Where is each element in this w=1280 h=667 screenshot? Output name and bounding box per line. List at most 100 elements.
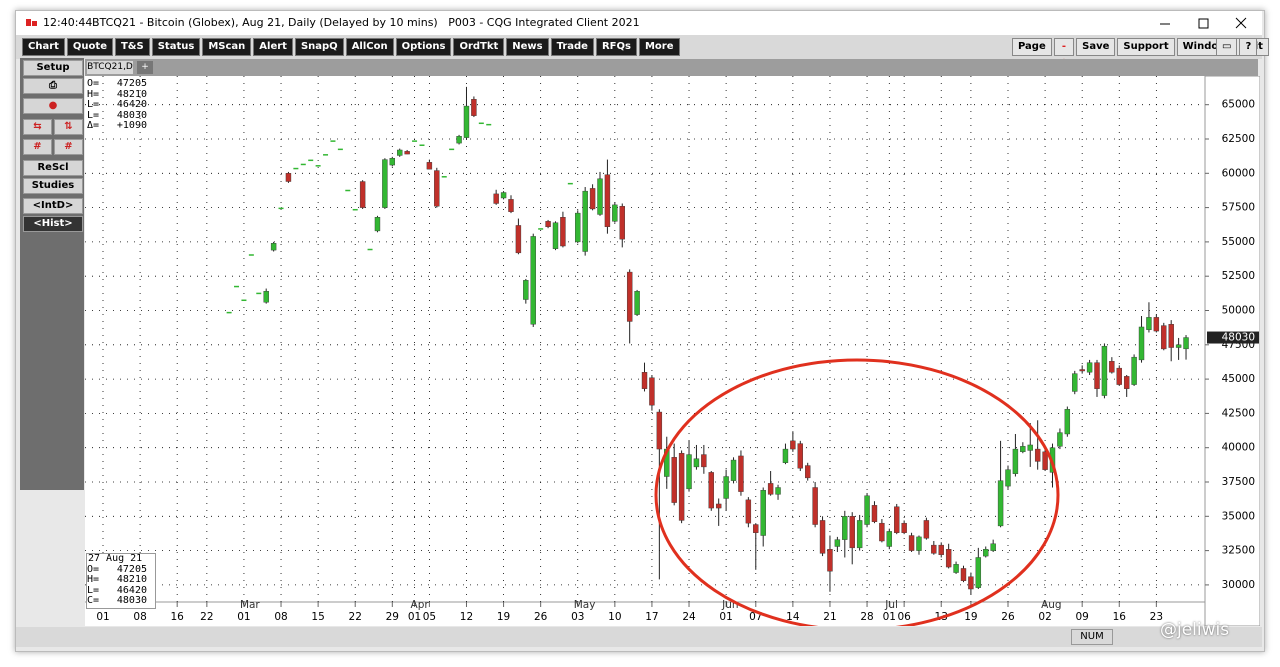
candle-body xyxy=(1042,451,1048,470)
x-tick-label: 06 xyxy=(897,611,911,623)
intraday-button[interactable]: <IntD> xyxy=(23,198,83,214)
icon-button[interactable]: ⇆ xyxy=(23,119,52,135)
menu-button[interactable]: Page xyxy=(1012,38,1052,56)
candle-body xyxy=(478,122,484,125)
restore-button[interactable]: ▭ xyxy=(1216,38,1238,56)
candle-body xyxy=(923,520,930,539)
rescale-button[interactable]: ReScl xyxy=(23,160,83,176)
window-controls[interactable] xyxy=(1156,16,1256,30)
candle-body xyxy=(1079,369,1085,372)
candle-body xyxy=(426,162,433,170)
watermark: @jeliwis xyxy=(1160,620,1230,640)
candle-body xyxy=(285,173,292,182)
menu-button[interactable]: Alert xyxy=(253,38,293,56)
last-price-box xyxy=(1207,331,1259,344)
candle-body xyxy=(337,148,343,151)
menu-button[interactable]: Quote xyxy=(66,38,113,56)
x-tick-label: 12 xyxy=(460,611,473,623)
candle-body xyxy=(315,165,321,167)
icon-button[interactable]: ⇅ xyxy=(54,119,83,135)
candle-body xyxy=(656,411,663,450)
icon-button[interactable]: # xyxy=(54,139,83,155)
x-tick-label: 01 xyxy=(96,611,109,623)
menu-button[interactable]: -+ xyxy=(1053,38,1075,68)
menu-button[interactable]: More xyxy=(638,38,680,56)
candle-body xyxy=(938,544,944,555)
x-tick-label: 24 xyxy=(682,611,696,623)
candle-body xyxy=(404,151,410,155)
side-panel: Setup ⎙ ● ⇆ ⇅ # # ReScl Studies <IntD> <… xyxy=(20,58,84,490)
x-tick-label: 28 xyxy=(860,611,873,623)
menu-button[interactable]: Save xyxy=(1076,38,1116,56)
info-label: L= xyxy=(87,109,100,121)
candle-body xyxy=(612,204,618,222)
candle-body xyxy=(1175,344,1182,348)
candle-body xyxy=(649,377,655,406)
menu-button[interactable]: AllCon xyxy=(345,38,394,56)
candle-body xyxy=(300,163,306,166)
chart-tab[interactable]: BTCQ21,D xyxy=(87,61,133,74)
candle-body xyxy=(945,549,952,568)
info-value: 46420 xyxy=(116,584,147,596)
menu-button[interactable]: Chart xyxy=(22,38,65,56)
candle-body xyxy=(545,221,551,228)
x-tick-label: 16 xyxy=(170,611,184,623)
menu-button[interactable]: SnapQ xyxy=(294,38,344,56)
info-row: L= 48030 xyxy=(87,109,147,122)
print-button[interactable]: ⎙ xyxy=(23,78,83,94)
menu-button[interactable]: Options xyxy=(395,38,452,56)
x-tick-label: 01 xyxy=(408,611,421,623)
icon-button[interactable]: # xyxy=(23,139,52,155)
menu-button[interactable]: MScan xyxy=(202,38,252,56)
num-lock: NUM xyxy=(1071,629,1113,645)
annotation-ellipse xyxy=(654,358,1060,626)
candle-body xyxy=(270,243,277,251)
currency-button[interactable]: ● xyxy=(23,98,83,114)
candle-body xyxy=(419,144,425,146)
candle-body xyxy=(686,454,692,490)
candle-body xyxy=(567,182,573,185)
candle-body xyxy=(975,557,982,588)
candle-body xyxy=(1086,362,1093,373)
menu-button[interactable]: Trade xyxy=(550,38,594,56)
candle-body xyxy=(767,483,774,495)
last-price-label: 48030 xyxy=(1222,332,1255,344)
candle-body xyxy=(359,181,366,208)
candle-body xyxy=(782,448,789,463)
menu-button[interactable]: T&S xyxy=(114,38,150,56)
history-button[interactable]: <Hist> xyxy=(23,216,83,232)
candle-body xyxy=(738,455,744,492)
menu-button[interactable]: Support xyxy=(1117,38,1175,56)
candle-body xyxy=(990,543,996,551)
candle-body xyxy=(619,206,625,240)
y-tick-label: 42500 xyxy=(1222,407,1255,419)
info-row: L= 46420 xyxy=(87,584,155,597)
candle-body xyxy=(715,503,722,509)
menu-button[interactable]: News xyxy=(506,38,549,56)
candle-body xyxy=(515,225,522,254)
menu-button[interactable]: RFQs xyxy=(595,38,637,56)
candle-body xyxy=(367,248,373,251)
x-tick-label: 19 xyxy=(497,611,510,623)
info-value: 46420 xyxy=(116,99,147,110)
info-label: L= xyxy=(87,99,100,110)
setup-button[interactable]: Setup xyxy=(23,60,83,76)
help-button[interactable]: ? xyxy=(1239,38,1258,56)
candle-body xyxy=(1131,356,1137,385)
menu-button[interactable]: Status xyxy=(151,38,201,56)
candle-body xyxy=(508,199,514,212)
info-value: 48030 xyxy=(116,109,147,121)
candle-body xyxy=(597,178,603,215)
x-tick-label: 02 xyxy=(1038,611,1051,623)
candle-body xyxy=(968,576,974,590)
studies-button[interactable]: Studies xyxy=(23,178,83,194)
month-label: Aug xyxy=(1041,599,1062,611)
menu-left: Chart Quote T&S Status MScan Alert SnapQ AllCon… xyxy=(22,38,680,56)
menu-button[interactable]: OrdTkt xyxy=(453,38,505,56)
add-tab[interactable]: + xyxy=(137,61,153,74)
candle-body xyxy=(671,457,677,503)
candle-body xyxy=(241,299,247,302)
info-row: O= 47205 xyxy=(87,78,147,90)
x-tick-label: 26 xyxy=(534,611,548,623)
